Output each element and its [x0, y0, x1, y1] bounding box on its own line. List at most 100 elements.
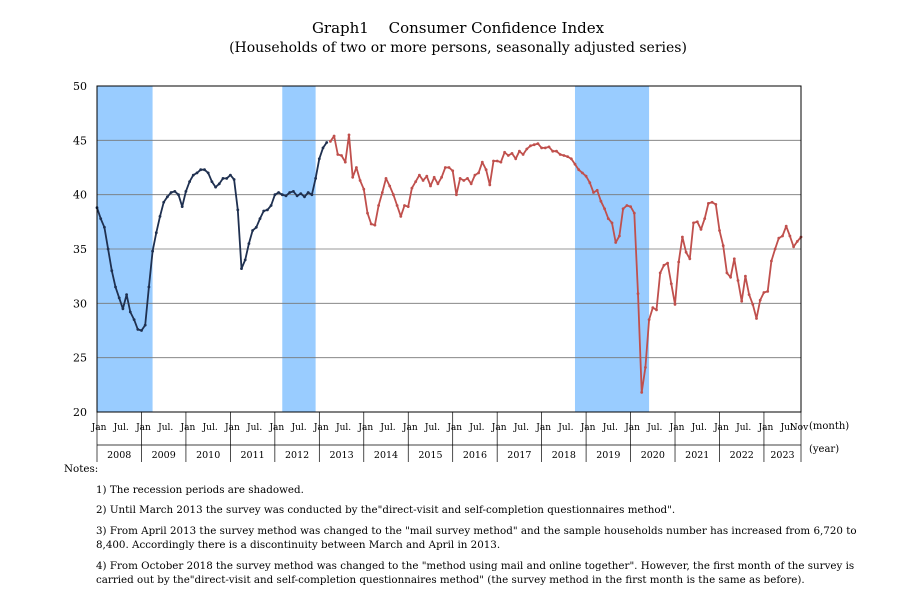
data-point [262, 209, 266, 213]
data-point [203, 168, 206, 172]
data-point [132, 318, 136, 321]
data-point [492, 159, 495, 163]
data-point [429, 184, 432, 188]
x-month-label: Jul. [202, 423, 218, 433]
x-month-label: Jul. [602, 423, 618, 433]
data-point [425, 174, 429, 178]
data-point [666, 261, 669, 265]
data-point [525, 147, 529, 151]
x-year-label: 2017 [507, 450, 531, 461]
data-point [180, 205, 184, 209]
data-point [736, 279, 740, 282]
x-month-label: Jul. [557, 423, 573, 433]
data-point [762, 291, 766, 294]
data-point [732, 257, 736, 261]
data-point [277, 191, 280, 194]
data-point [321, 146, 325, 150]
data-point [610, 221, 614, 225]
data-point [162, 200, 166, 204]
data-point [303, 195, 306, 199]
data-point [495, 159, 499, 163]
data-point [747, 293, 751, 296]
x-year-label: 2015 [418, 450, 442, 461]
data-point [158, 215, 162, 218]
data-point [569, 157, 573, 161]
data-point [718, 229, 721, 232]
data-point [740, 299, 744, 303]
data-point [499, 160, 503, 164]
data-point [377, 204, 380, 207]
series-line [329, 133, 802, 394]
data-point [595, 188, 599, 192]
y-tick-label: 30 [73, 297, 87, 310]
note-2: 2) Until March 2013 the survey was condu… [96, 504, 676, 516]
data-point [154, 231, 158, 235]
x-month-label: Jul. [379, 423, 395, 433]
data-point [532, 143, 536, 147]
x-month-label: Jul. [735, 423, 751, 433]
data-point [366, 211, 369, 215]
x-year-label: 2018 [552, 450, 576, 461]
data-point [721, 244, 725, 248]
data-point [714, 203, 718, 206]
x-year-label: 2008 [107, 450, 131, 461]
data-point [340, 154, 343, 157]
data-point [584, 174, 588, 178]
data-point [225, 177, 229, 180]
data-point [392, 193, 395, 197]
data-point [581, 171, 584, 175]
data-point [636, 292, 640, 295]
x-year-label: 2023 [770, 450, 794, 461]
data-point [229, 173, 232, 177]
notes-heading: Notes: [64, 463, 99, 475]
data-point [406, 205, 410, 209]
data-point [451, 169, 455, 173]
x-month-label: Jan [446, 423, 462, 433]
x-month-label: Jan [491, 423, 507, 433]
data-point [432, 175, 436, 179]
y-tick-label: 20 [73, 406, 87, 419]
data-point [147, 285, 151, 289]
data-point [128, 310, 132, 314]
data-point [673, 303, 677, 306]
data-point [258, 217, 262, 221]
data-point [388, 184, 392, 188]
data-point [440, 175, 443, 179]
data-point [210, 180, 214, 184]
x-month-label: Jul. [513, 423, 529, 433]
year-unit-label: (year) [809, 444, 839, 455]
data-point [573, 162, 577, 166]
data-point [629, 205, 632, 209]
x-year-label: 2009 [152, 450, 176, 461]
notes: Notes: 1) The recession periods are shad… [64, 462, 864, 594]
data-point [792, 245, 795, 249]
x-year-label: 2016 [463, 450, 487, 461]
data-point [577, 168, 581, 172]
chart-title: Graph1 Consumer Confidence Index [312, 19, 605, 37]
data-point [480, 160, 484, 164]
data-point [166, 195, 169, 199]
data-point [651, 306, 655, 310]
data-point [614, 241, 618, 244]
data-point [240, 267, 243, 270]
gridlines [97, 139, 801, 359]
x-month-label: Jan [357, 423, 373, 433]
data-point [206, 171, 210, 175]
data-point [632, 211, 636, 215]
chart-subtitle: (Households of two or more persons, seas… [229, 40, 687, 56]
data-point [466, 177, 469, 180]
data-point [384, 177, 388, 180]
data-point [247, 242, 251, 246]
data-point [658, 271, 662, 275]
data-point [566, 155, 569, 159]
data-point [314, 177, 317, 180]
data-point [299, 192, 303, 196]
data-point [644, 366, 647, 369]
data-point [521, 153, 525, 156]
data-point [173, 190, 177, 193]
data-point [414, 180, 418, 184]
data-point [551, 149, 555, 153]
data-point [373, 223, 377, 227]
data-point [518, 149, 521, 153]
data-point [347, 133, 351, 137]
